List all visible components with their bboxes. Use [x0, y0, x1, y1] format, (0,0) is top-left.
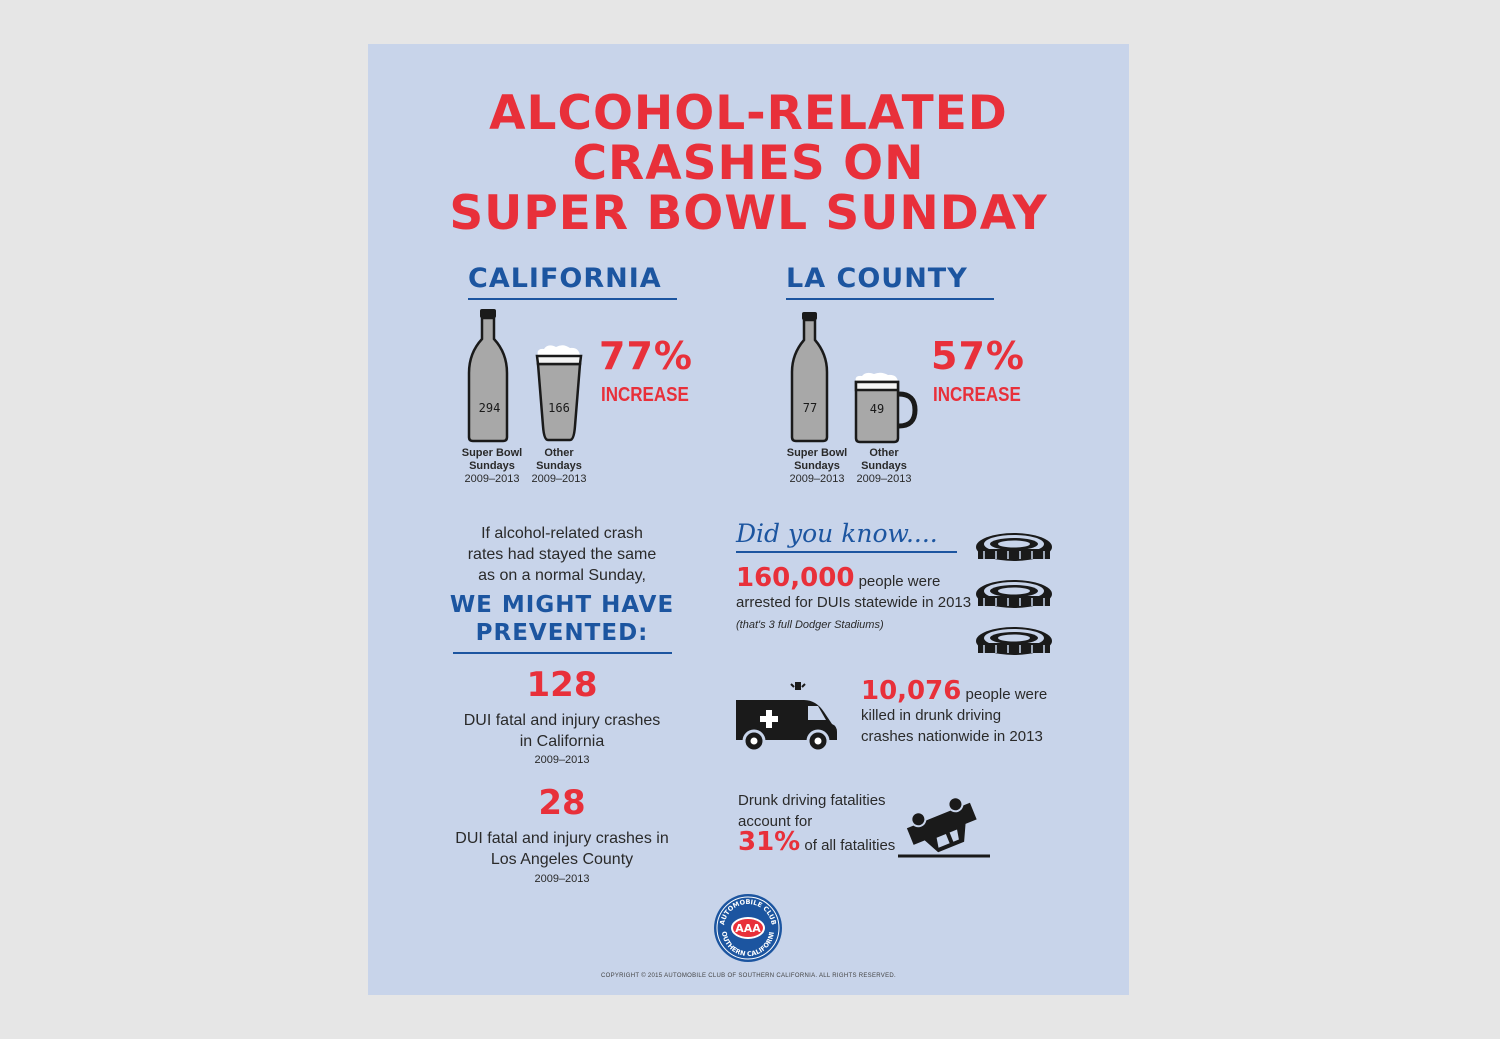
fact-killed-number: 10,076 [861, 676, 962, 706]
fact-dui-text-line: arrested for DUIs statewide in 2013 [736, 594, 972, 611]
aaa-logo: AUTOMOBILE CLUB SOUTHERN CALIFORNIA AAA [712, 892, 782, 962]
label-line: Sundays [861, 460, 907, 472]
stat-line: DUI fatal and injury crashes in [455, 830, 669, 847]
label-line: Sundays [794, 460, 840, 472]
stat-28-years: 2009–2013 [534, 873, 590, 885]
did-you-know-heading: Did you know.... [736, 519, 938, 548]
la-county-increase-label: INCREASE [933, 384, 1021, 406]
fact-fatalities-text: of all fatalities [800, 837, 896, 854]
la-county-underline [786, 298, 994, 300]
fact-killed-text-line: crashes nationwide in 2013 [861, 728, 1043, 745]
label-years: 2009–2013 [856, 473, 912, 485]
infographic-poster: ALCOHOL-RELATED CRASHES ON SUPER BOWL SU… [368, 44, 1129, 995]
stat-128-years: 2009–2013 [534, 754, 590, 766]
la-county-super-bowl-value: 77 [802, 401, 818, 415]
california-super-bowl-value: 294 [478, 401, 501, 415]
california-heading: CALIFORNIA [468, 263, 662, 294]
california-increase-label: INCREASE [601, 384, 689, 406]
prevented-heading: WE MIGHT HAVE PREVENTED: [442, 591, 682, 647]
label-years: 2009–2013 [464, 473, 520, 485]
fact-fatalities: Drunk driving fatalities account for 31%… [738, 790, 918, 856]
prevented-intro: If alcohol-related crash rates had staye… [452, 523, 672, 586]
la-county-super-bowl-label: Super Bowl Sundays 2009–2013 [781, 447, 853, 486]
intro-line: If alcohol-related crash [481, 525, 643, 542]
fact-dui-arrests: 160,000 people were arrested for DUIs st… [736, 565, 976, 636]
heading-line: PREVENTED: [475, 620, 649, 646]
prevented-underline [453, 652, 672, 654]
label-line: Other [544, 447, 574, 459]
stat-line: Los Angeles County [490, 851, 634, 868]
stat-128-number: 128 [526, 665, 598, 705]
la-county-heading: LA COUNTY [786, 263, 968, 294]
california-other-value: 166 [548, 401, 570, 415]
stat-28-number: 28 [538, 783, 586, 823]
ambulance-icon [736, 682, 837, 752]
pint-glass-icon [535, 345, 583, 442]
intro-line: rates had stayed the same [467, 546, 657, 563]
fact-dui-note: (that's 3 full Dodger Stadiums) [736, 619, 884, 631]
title-line-1: ALCOHOL-RELATED [489, 86, 1008, 141]
stadium-icon [976, 533, 1052, 655]
intro-line: as on a normal Sunday, [478, 567, 646, 584]
california-underline [468, 298, 677, 300]
fact-killed-text: people were [961, 686, 1048, 703]
stat-line: DUI fatal and injury crashes [463, 712, 661, 729]
fact-fatalities-text-line: account for [738, 813, 813, 830]
la-county-other-label: Other Sundays 2009–2013 [848, 447, 920, 486]
overturned-car-icon [898, 796, 990, 858]
fact-dui-number: 160,000 [736, 563, 855, 593]
fact-dui-text: people were [854, 573, 941, 590]
california-super-bowl-label: Super Bowl Sundays 2009–2013 [456, 447, 528, 486]
label-line: Sundays [469, 460, 515, 472]
title-line-3: SUPER BOWL SUNDAY [449, 186, 1048, 241]
stat-28-description: DUI fatal and injury crashes in Los Ange… [442, 828, 682, 870]
label-line: Super Bowl [786, 447, 848, 459]
la-county-percent: 57% [931, 334, 1025, 378]
copyright-notice: COPYRIGHT © 2015 AUTOMOBILE CLUB OF SOUT… [600, 973, 897, 979]
fact-killed: 10,076 people were killed in drunk drivi… [861, 678, 1101, 747]
label-years: 2009–2013 [531, 473, 587, 485]
la-county-other-value: 49 [869, 402, 885, 416]
did-you-know-underline [736, 551, 957, 553]
bottle-icon [467, 309, 509, 443]
fact-fatalities-text-line: Drunk driving fatalities [738, 792, 886, 809]
aaa-logo-center-text: AAA [735, 922, 761, 935]
label-line: Other [869, 447, 899, 459]
mug-icon [854, 372, 918, 444]
label-line: Super Bowl [461, 447, 523, 459]
california-percent: 77% [599, 334, 693, 378]
fact-fatalities-number: 31% [738, 827, 801, 857]
heading-line: WE MIGHT HAVE [449, 592, 675, 618]
title-line-2: CRASHES ON [572, 136, 925, 191]
label-years: 2009–2013 [789, 473, 845, 485]
california-other-label: Other Sundays 2009–2013 [523, 447, 595, 486]
fact-killed-text-line: killed in drunk driving [861, 707, 1002, 724]
stat-line: in California [519, 733, 605, 750]
label-line: Sundays [536, 460, 582, 472]
bottle-icon [790, 312, 829, 443]
stat-128-description: DUI fatal and injury crashes in Californ… [442, 710, 682, 752]
